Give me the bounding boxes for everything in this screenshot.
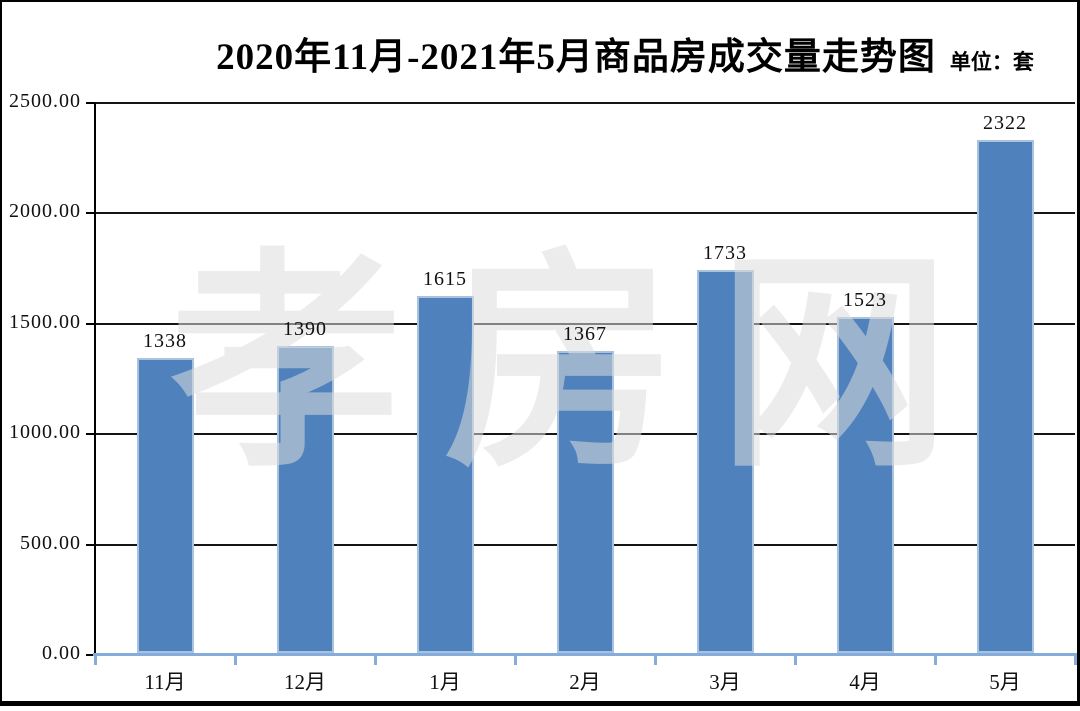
unit-label: 单位：套 xyxy=(949,50,1034,74)
x-axis-label: 5月 xyxy=(989,670,1021,694)
bar-value-label: 1615 xyxy=(423,268,467,291)
title-row: 2020年11月-2021年5月商品房成交量走势图 单位：套 xyxy=(180,26,1070,80)
y-axis-label: 2500.00 xyxy=(9,90,81,112)
y-axis-label: 1000.00 xyxy=(9,421,81,444)
x-axis-tick xyxy=(514,656,517,665)
x-axis-label: 2月 xyxy=(569,670,601,694)
x-axis-tick xyxy=(234,656,237,665)
x-axis-line xyxy=(93,653,1077,656)
y-axis-tick xyxy=(86,322,95,325)
bar-value-label: 1338 xyxy=(143,329,187,352)
x-axis-label: 1月 xyxy=(429,670,461,694)
x-axis-label: 12月 xyxy=(284,670,326,694)
y-gridline xyxy=(95,212,1075,215)
y-axis-tick xyxy=(86,654,95,656)
x-axis-label: 3月 xyxy=(709,670,741,694)
x-axis-tick xyxy=(654,656,657,665)
bar xyxy=(976,140,1034,653)
y-axis-tick xyxy=(86,102,95,104)
y-axis-label: 0.00 xyxy=(42,642,81,664)
chart-title: 2020年11月-2021年5月商品房成交量走势图 xyxy=(216,37,936,78)
x-axis-tick xyxy=(794,656,797,665)
x-axis-tick xyxy=(934,656,937,665)
y-gridline xyxy=(95,102,1075,104)
y-axis-tick xyxy=(86,543,95,546)
bar xyxy=(136,357,194,653)
bar-value-label: 2322 xyxy=(983,112,1027,135)
y-axis-label: 1500.00 xyxy=(9,310,81,333)
bar xyxy=(556,351,614,653)
y-axis-label: 500.00 xyxy=(20,531,81,554)
x-axis-tick xyxy=(374,656,377,665)
bar xyxy=(836,316,894,653)
bar-value-label: 1733 xyxy=(703,242,747,265)
y-axis-tick xyxy=(86,212,95,215)
bar-value-label: 1523 xyxy=(843,288,887,311)
x-axis-label: 4月 xyxy=(849,670,881,694)
x-axis-tick xyxy=(94,656,97,665)
y-axis-line xyxy=(94,103,96,655)
bar-value-label: 1390 xyxy=(283,318,327,341)
bar xyxy=(696,270,754,653)
x-axis-label: 11月 xyxy=(144,670,186,694)
y-gridline xyxy=(95,322,1075,325)
bar-value-label: 1367 xyxy=(563,323,607,346)
y-axis-label: 2000.00 xyxy=(9,200,81,223)
y-axis-tick xyxy=(86,433,95,436)
bar xyxy=(276,346,334,653)
x-axis-tick xyxy=(1074,656,1077,665)
bar xyxy=(416,296,474,653)
